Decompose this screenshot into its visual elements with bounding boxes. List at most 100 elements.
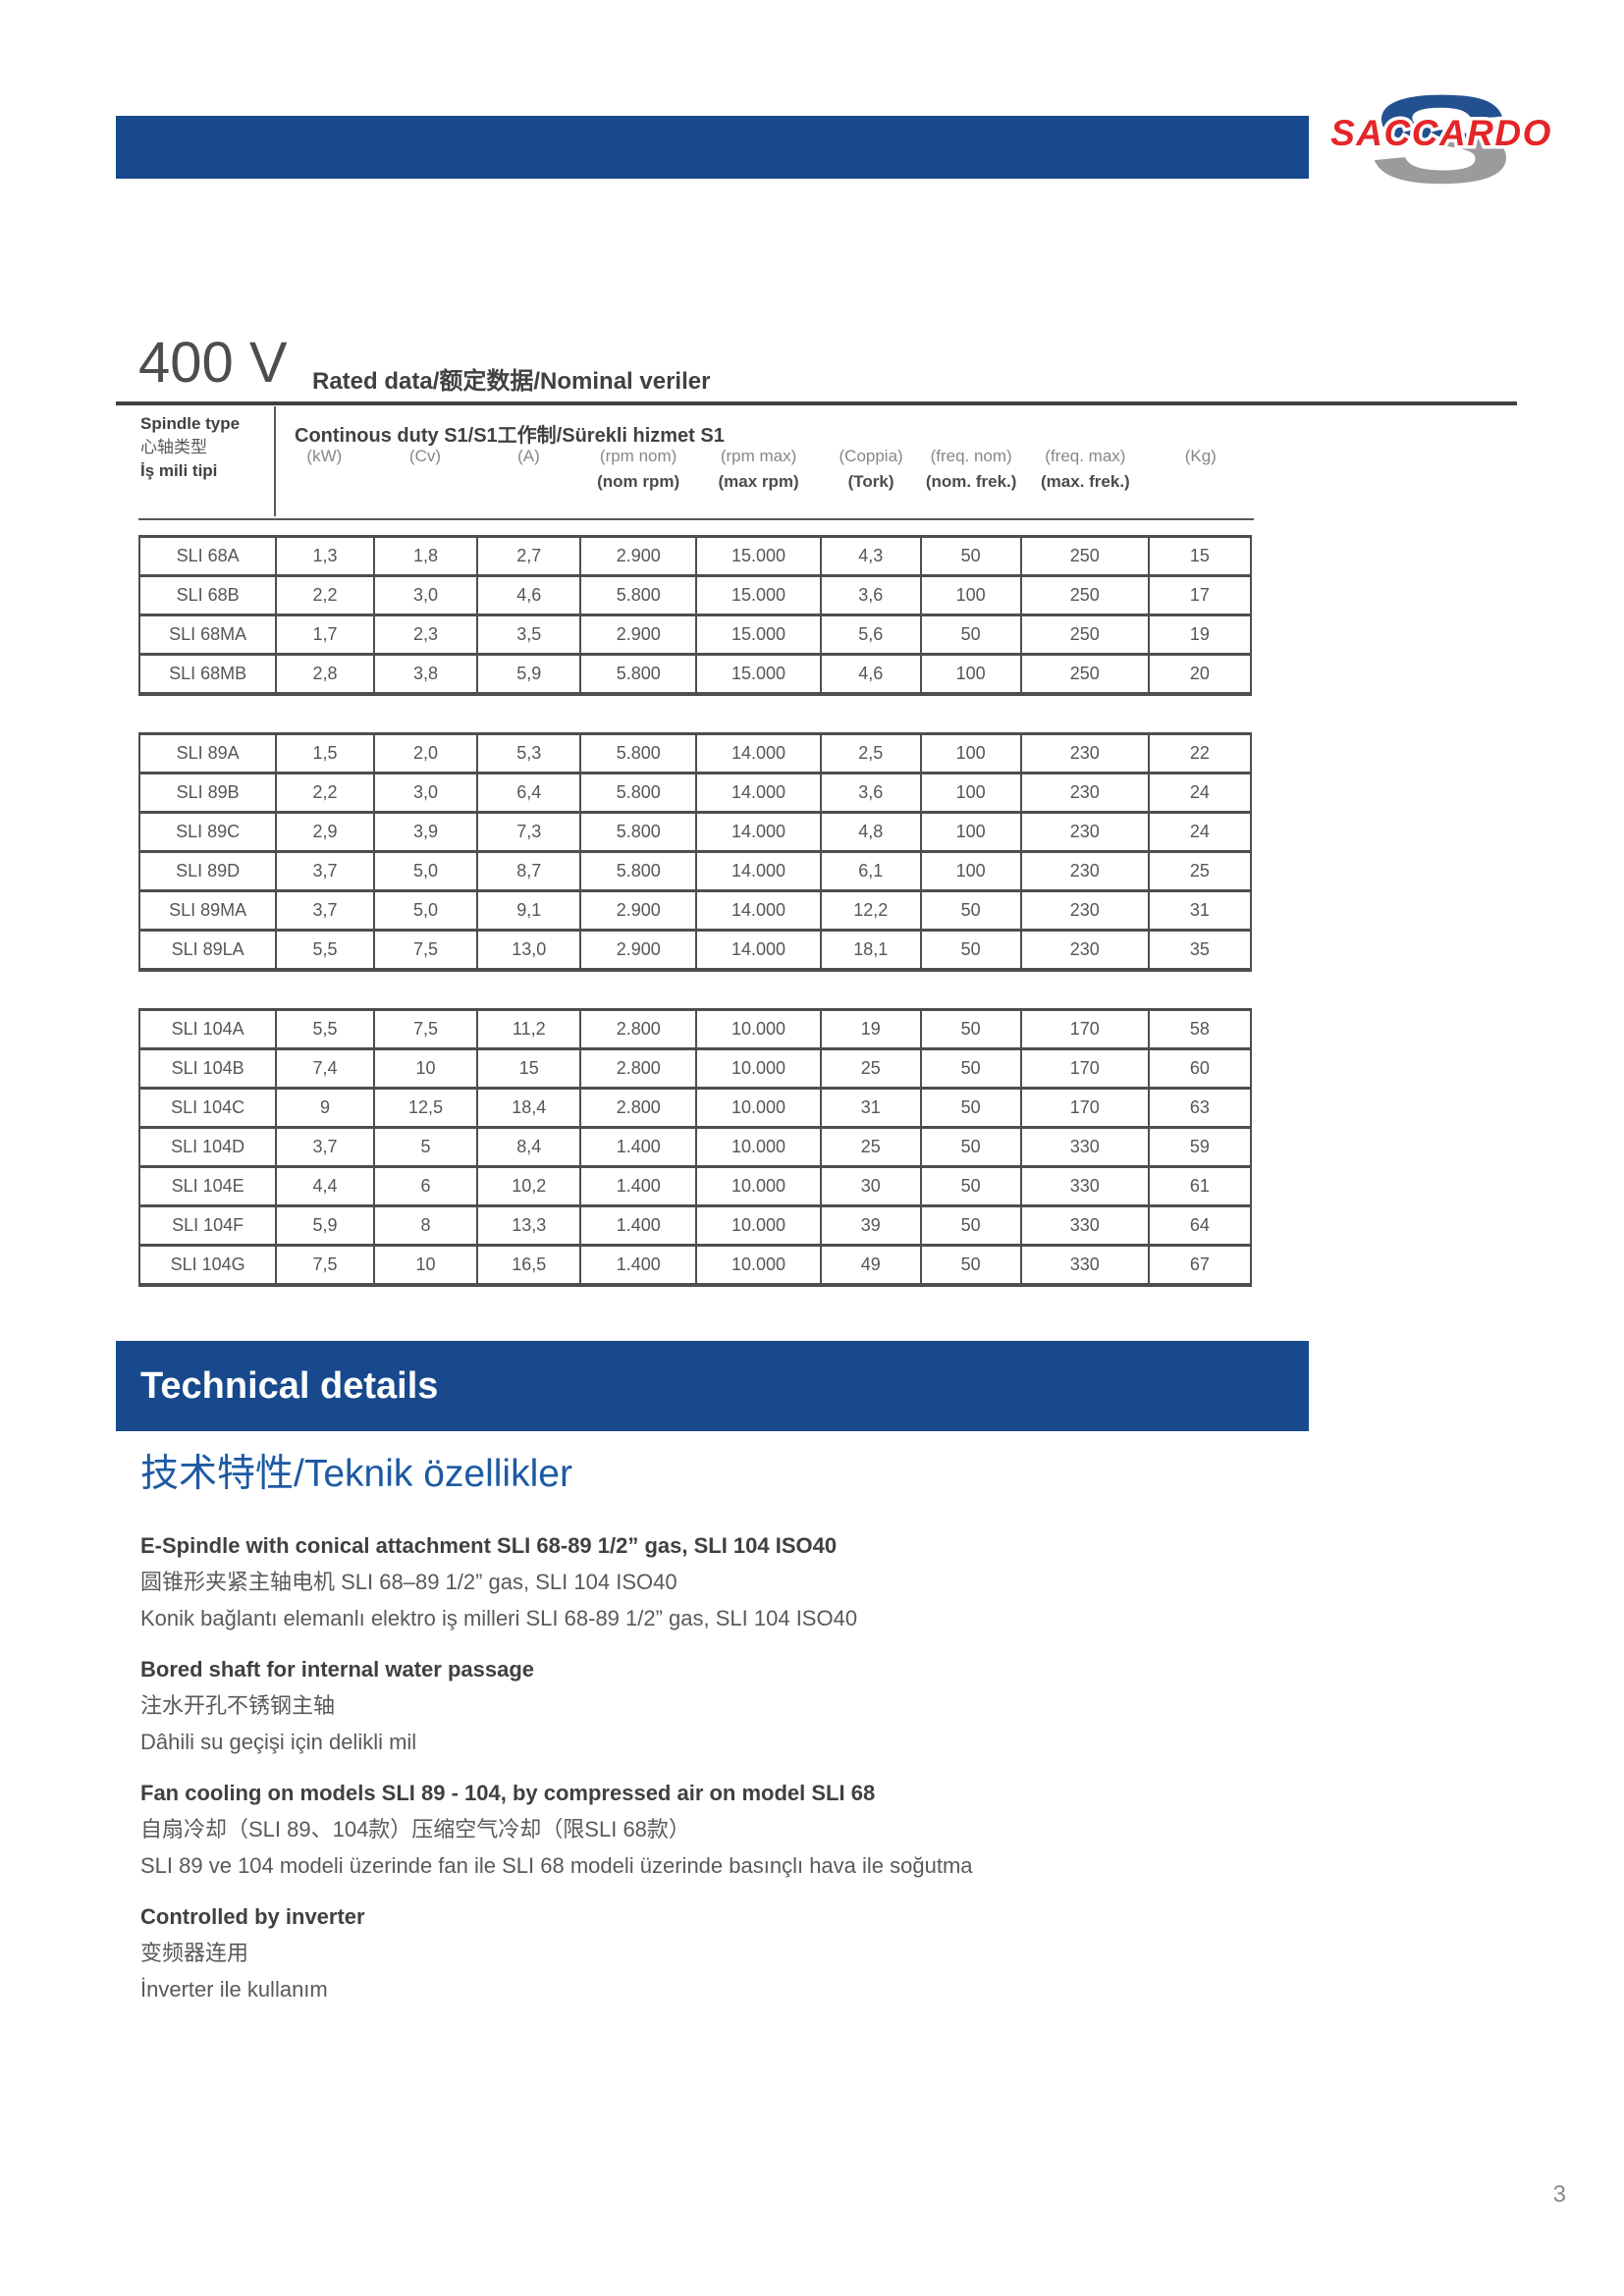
spindle-type-header: Spindle type 心轴类型 İş mili tipi xyxy=(140,412,240,483)
paragraph-headline: Bored shaft for internal water passage xyxy=(140,1657,534,1682)
table-row: SLI 89MA 3,7 5,0 9,1 2.900 14.000 12,2 50 230 31 xyxy=(137,889,1253,932)
value-cell: 2.900 xyxy=(579,889,698,932)
table-row: SLI 104G 7,5 10 16,5 1.400 10.000 49 50 330 67 xyxy=(137,1244,1253,1287)
value-cell: 230 xyxy=(1019,811,1150,853)
value-cell: 4,3 xyxy=(819,535,922,577)
value-cell: 10 xyxy=(372,1047,479,1090)
technical-details-subtitle: 技术特性/Teknik özellikler xyxy=(140,1453,572,1495)
value-cell: 3,5 xyxy=(476,614,582,656)
value-cell: 31 xyxy=(819,1087,922,1129)
value-cell: 7,3 xyxy=(476,811,582,853)
value-cell: 5,9 xyxy=(275,1204,375,1247)
value-cell: 10 xyxy=(372,1244,479,1287)
value-cell: 25 xyxy=(819,1126,922,1168)
value-cell: 12,2 xyxy=(819,889,922,932)
value-cell: 10.000 xyxy=(695,1204,822,1247)
unit-top-label: (Cv) xyxy=(408,447,442,465)
value-cell: 24 xyxy=(1147,811,1253,853)
value-cell: 230 xyxy=(1019,732,1150,774)
value-cell: 4,8 xyxy=(819,811,922,853)
value-cell: 1.400 xyxy=(579,1204,698,1247)
value-cell: 330 xyxy=(1019,1126,1150,1168)
value-cell: 1,3 xyxy=(275,535,375,577)
value-cell: 18,4 xyxy=(476,1087,582,1129)
value-cell: 17 xyxy=(1147,574,1253,616)
value-cell: 50 xyxy=(919,1126,1022,1168)
value-cell: 10.000 xyxy=(695,1047,822,1090)
table-row: SLI 89C 2,9 3,9 7,3 5.800 14.000 4,8 100 230 24 xyxy=(137,811,1253,853)
table-row: SLI 104B 7,4 10 15 2.800 10.000 25 50 170 60 xyxy=(137,1047,1253,1090)
value-cell: 5,0 xyxy=(372,889,479,932)
value-cell: 11,2 xyxy=(476,1008,582,1050)
unit-header-cell: (A) xyxy=(477,447,580,492)
value-cell: 3,8 xyxy=(372,653,479,696)
value-cell: 16,5 xyxy=(476,1244,582,1287)
spindle-model-cell: SLI 89LA xyxy=(137,929,278,972)
unit-bottom-label: (Tork) xyxy=(847,472,894,491)
value-cell: 50 xyxy=(919,1008,1022,1050)
table-row: SLI 89D 3,7 5,0 8,7 5.800 14.000 6,1 100 230 25 xyxy=(137,850,1253,892)
value-cell: 25 xyxy=(819,1047,922,1090)
spindle-model-cell: SLI 104D xyxy=(137,1126,278,1168)
value-cell: 4,6 xyxy=(476,574,582,616)
value-cell: 14.000 xyxy=(695,850,822,892)
value-cell: 170 xyxy=(1019,1087,1150,1129)
unit-top-label: (A) xyxy=(517,447,540,465)
value-cell: 8,4 xyxy=(476,1126,582,1168)
spindle-model-cell: SLI 89MA xyxy=(137,889,278,932)
unit-bottom-label: (nom rpm) xyxy=(597,472,680,491)
value-cell: 2,7 xyxy=(476,535,582,577)
value-cell: 5,6 xyxy=(819,614,922,656)
value-cell: 250 xyxy=(1019,653,1150,696)
value-cell: 5.800 xyxy=(579,772,698,814)
technical-paragraph: Bored shaft for internal water passage 注水… xyxy=(140,1651,1436,1760)
value-cell: 3,6 xyxy=(819,574,922,616)
spindle-model-cell: SLI 68MB xyxy=(137,653,278,696)
unit-top-label: (freq. max) xyxy=(1045,447,1126,465)
technical-paragraph: Fan cooling on models SLI 89 - 104, by c… xyxy=(140,1775,1436,1884)
units-row: (kW) (Cv) (A) (rpm nom) (nom rpm) (rpm max) (m… xyxy=(138,447,1252,492)
units-spacer-cell xyxy=(138,447,275,492)
value-cell: 2.800 xyxy=(579,1008,698,1050)
value-cell: 1,8 xyxy=(372,535,479,577)
value-cell: 50 xyxy=(919,1244,1022,1287)
value-cell: 100 xyxy=(919,850,1022,892)
value-cell: 50 xyxy=(919,614,1022,656)
section-rule xyxy=(116,401,1517,405)
value-cell: 59 xyxy=(1147,1126,1253,1168)
value-cell: 14.000 xyxy=(695,772,822,814)
value-cell: 63 xyxy=(1147,1087,1253,1129)
paragraph-line: Konik bağlantı elemanlı elektro iş mille… xyxy=(140,1606,858,1630)
value-cell: 2.800 xyxy=(579,1047,698,1090)
value-cell: 14.000 xyxy=(695,732,822,774)
value-cell: 60 xyxy=(1147,1047,1253,1090)
value-cell: 3,9 xyxy=(372,811,479,853)
value-cell: 10.000 xyxy=(695,1126,822,1168)
value-cell: 7,5 xyxy=(275,1244,375,1287)
value-cell: 30 xyxy=(819,1165,922,1207)
value-cell: 50 xyxy=(919,1165,1022,1207)
technical-details-banner: Technical details xyxy=(116,1341,1309,1431)
value-cell: 5,3 xyxy=(476,732,582,774)
paragraph-line: 自扇冷却（SLI 89、104款）压缩空气冷却（限SLI 68款） xyxy=(140,1817,690,1842)
value-cell: 10.000 xyxy=(695,1165,822,1207)
value-cell: 14.000 xyxy=(695,811,822,853)
paragraph-line: 变频器连用 xyxy=(140,1941,249,1965)
value-cell: 100 xyxy=(919,772,1022,814)
table-row: SLI 89B 2,2 3,0 6,4 5.800 14.000 3,6 100 230 24 xyxy=(137,772,1253,814)
spindle-model-cell: SLI 89D xyxy=(137,850,278,892)
value-cell: 2.900 xyxy=(579,535,698,577)
value-cell: 10.000 xyxy=(695,1008,822,1050)
value-cell: 13,0 xyxy=(476,929,582,972)
saccardo-logo: S SACCARDO xyxy=(1316,69,1566,209)
value-cell: 15 xyxy=(476,1047,582,1090)
value-cell: 3,0 xyxy=(372,574,479,616)
value-cell: 58 xyxy=(1147,1008,1253,1050)
value-cell: 50 xyxy=(919,1047,1022,1090)
value-cell: 3,6 xyxy=(819,772,922,814)
table-row: SLI 68A 1,3 1,8 2,7 2.900 15.000 4,3 50 250 15 xyxy=(137,535,1253,577)
value-cell: 39 xyxy=(819,1204,922,1247)
value-cell: 3,7 xyxy=(275,1126,375,1168)
value-cell: 250 xyxy=(1019,535,1150,577)
value-cell: 50 xyxy=(919,1204,1022,1247)
